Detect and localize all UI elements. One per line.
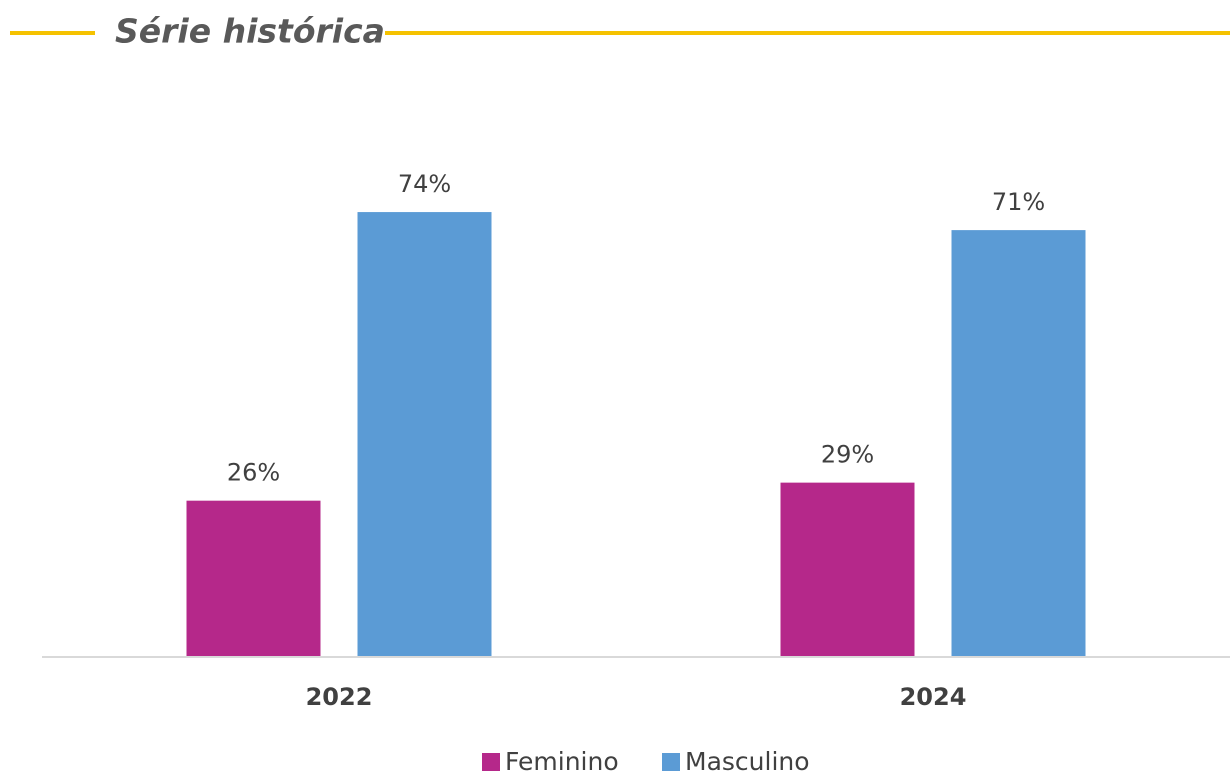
bar: [357, 212, 492, 657]
legend-swatch: [662, 753, 680, 771]
data-label: 74%: [398, 170, 451, 198]
bar: [780, 482, 915, 657]
legend-swatch: [482, 753, 500, 771]
x-tick-label: 2022: [306, 683, 373, 711]
data-label: 26%: [227, 459, 280, 487]
chart-title: Série histórica: [115, 12, 385, 51]
legend-label: Feminino: [505, 747, 619, 775]
x-tick-label: 2024: [900, 683, 967, 711]
data-label: 29%: [821, 441, 874, 469]
bar: [186, 500, 321, 657]
legend-label: Masculino: [685, 747, 810, 775]
bar: [951, 230, 1086, 658]
data-label: 71%: [992, 188, 1045, 216]
